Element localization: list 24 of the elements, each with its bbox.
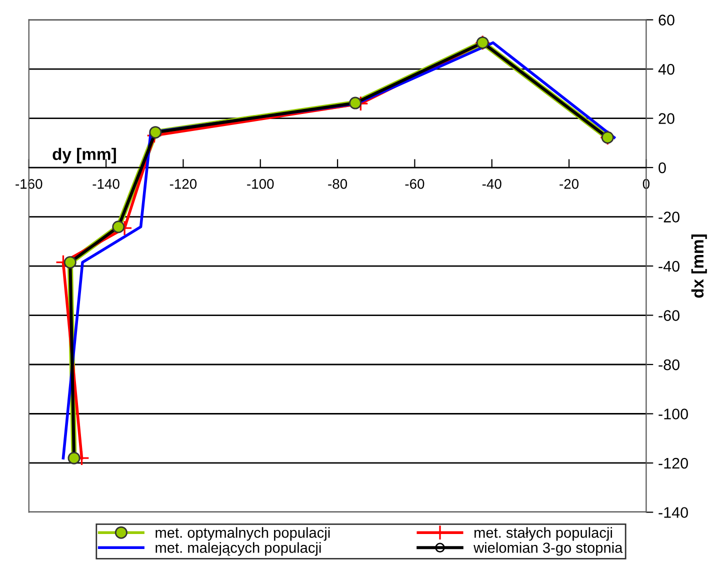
y-tick-label: -20 xyxy=(658,212,680,222)
y-tick-label: -140 xyxy=(658,507,688,518)
x-tick-label: -40 xyxy=(482,179,502,189)
y-tick-label: 0 xyxy=(658,162,666,174)
y-tick-label: -80 xyxy=(658,359,680,370)
y-axis-title: dx [mm] xyxy=(691,234,707,298)
y-tick-label: -60 xyxy=(658,310,680,321)
x-tick-label: -140 xyxy=(92,179,120,189)
x-tick-label: -120 xyxy=(170,179,197,189)
y-tick-label: -40 xyxy=(658,260,680,272)
y-tick-label: 20 xyxy=(658,113,674,124)
y-tick-label: -120 xyxy=(658,458,688,469)
y-tick-label: 60 xyxy=(658,14,674,26)
y-tick-label: -100 xyxy=(658,408,688,420)
x-tick-label: -60 xyxy=(405,179,424,189)
legend-label: met. stałych populacji xyxy=(474,527,612,541)
x-tick-label: -20 xyxy=(560,179,579,189)
x-tick-label: -100 xyxy=(247,179,274,189)
legend-label: wielomian 3-go stopnia xyxy=(474,542,623,556)
x-axis-title: dy [mm] xyxy=(52,148,116,164)
x-tick-label: -80 xyxy=(328,179,348,189)
legend-label: met. malejących populacji xyxy=(156,542,321,556)
legend-label: met. optymalnych populacji xyxy=(156,527,330,541)
y-tick-label: 40 xyxy=(658,64,674,75)
